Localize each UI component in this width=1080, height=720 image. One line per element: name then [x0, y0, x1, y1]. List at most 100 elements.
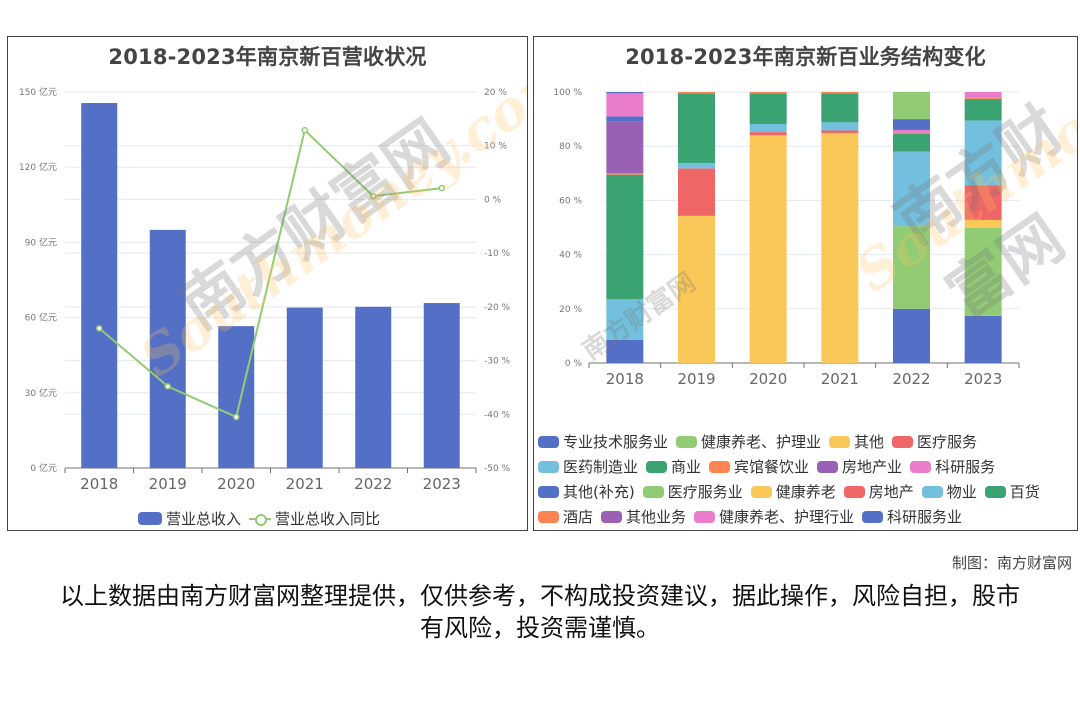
revenue-bar[interactable]	[81, 103, 118, 469]
legend-swatch-icon	[646, 460, 668, 473]
legend-item[interactable]: 物业	[921, 479, 977, 504]
y-axis-tick: 100 %	[553, 88, 582, 98]
left-axis-tick: 30 亿元	[25, 387, 57, 399]
legend-item[interactable]: 房地产业	[817, 454, 902, 479]
right-axis-tick: -10 %	[484, 249, 511, 259]
stack-segment[interactable]	[964, 185, 1002, 220]
legend-item[interactable]: 其他	[829, 429, 884, 454]
legend-label: 专业技术服务业	[563, 433, 669, 451]
stack-segment[interactable]	[893, 151, 930, 227]
stack-segment[interactable]	[893, 226, 930, 309]
stack-segment[interactable]	[606, 121, 644, 174]
stack-segment[interactable]	[964, 92, 1002, 98]
revenue-bar[interactable]	[355, 306, 392, 468]
stack-segment[interactable]	[749, 123, 787, 133]
revenue-bar[interactable]	[423, 303, 460, 468]
stack-segment[interactable]	[606, 173, 644, 175]
legend-swatch-icon	[694, 510, 716, 523]
legend-item[interactable]: 专业技术服务业	[538, 429, 668, 454]
stack-segment[interactable]	[964, 315, 1002, 363]
revenue-bar[interactable]	[149, 229, 186, 468]
stack-segment[interactable]	[964, 98, 1002, 121]
stack-segment[interactable]	[893, 92, 930, 120]
stack-segment[interactable]	[964, 227, 1002, 316]
revenue-bar[interactable]	[286, 307, 323, 468]
x-axis-label: 2023	[964, 370, 1002, 388]
yoy-point[interactable]	[438, 184, 445, 192]
right-axis-tick: -30 %	[484, 357, 511, 367]
legend-item-revenue-yoy[interactable]: 营业总收入同比	[249, 506, 381, 530]
stack-segment[interactable]	[893, 308, 930, 363]
stack-segment[interactable]	[749, 93, 787, 124]
legend-item[interactable]: 医疗服务业	[642, 479, 743, 504]
legend-label: 营业总收入同比	[275, 510, 381, 528]
stack-segment[interactable]	[893, 129, 930, 133]
stack-segment[interactable]	[821, 130, 859, 134]
stack-segment[interactable]	[749, 132, 787, 136]
stack-segment[interactable]	[678, 92, 715, 94]
stack-segment[interactable]	[606, 93, 644, 117]
stack-segment[interactable]	[678, 215, 715, 363]
legend-label: 科研服务业	[887, 508, 963, 526]
stack-segment[interactable]	[606, 339, 644, 363]
legend-swatch-icon	[829, 435, 851, 448]
stack-segment[interactable]	[893, 132, 930, 135]
legend-label: 其他业务	[626, 508, 687, 526]
yoy-point[interactable]	[301, 126, 308, 134]
stack-segment[interactable]	[749, 135, 787, 363]
business-structure-chart-title: 2018-2023年南京新百业务结构变化	[625, 45, 986, 69]
stack-segment[interactable]	[678, 163, 715, 169]
legend-item[interactable]: 其他(补充)	[538, 479, 635, 504]
yoy-point[interactable]	[233, 413, 240, 421]
stack-segment[interactable]	[821, 93, 859, 123]
stack-segment[interactable]	[821, 122, 859, 131]
stack-segment[interactable]	[964, 219, 1002, 228]
legend-swatch-icon	[538, 435, 559, 448]
x-axis-label: 2021	[286, 475, 324, 493]
yoy-point[interactable]	[370, 192, 377, 200]
y-axis-tick: 40 %	[559, 251, 582, 261]
stack-segment[interactable]	[678, 168, 715, 216]
x-axis-label: 2019	[149, 475, 187, 493]
legend-label: 其他	[854, 433, 885, 451]
stack-segment[interactable]	[893, 134, 930, 152]
legend-item[interactable]: 健康养老、护理行业	[694, 504, 854, 529]
legend-item[interactable]: 科研服务	[910, 454, 995, 479]
stack-segment[interactable]	[893, 119, 930, 130]
stack-segment[interactable]	[606, 299, 644, 340]
yoy-point[interactable]	[96, 325, 103, 332]
legend-swatch-icon	[910, 460, 932, 473]
legend-swatch-icon	[538, 460, 559, 473]
legend-item[interactable]: 医药制造业	[538, 454, 638, 479]
stack-segment[interactable]	[821, 92, 859, 94]
yoy-line[interactable]	[98, 128, 442, 419]
stack-segment[interactable]	[821, 133, 859, 363]
legend-item[interactable]: 房地产	[843, 479, 914, 504]
legend-item[interactable]: 医疗服务	[892, 429, 977, 454]
legend-label: 酒店	[563, 508, 594, 526]
stack-segment[interactable]	[606, 174, 644, 300]
yoy-point[interactable]	[164, 383, 171, 390]
legend-item[interactable]: 百货	[984, 479, 1040, 504]
left-axis-tick: 120 亿元	[19, 161, 57, 173]
stack-segment[interactable]	[749, 92, 787, 94]
stack-segment[interactable]	[606, 116, 644, 122]
legend-item[interactable]: 其他业务	[601, 504, 686, 529]
legend-item[interactable]: 健康养老	[750, 479, 836, 504]
legend-item[interactable]: 科研服务业	[862, 504, 962, 529]
legend-item[interactable]: 健康养老、护理业	[676, 429, 821, 454]
y-axis-tick: 20 %	[559, 305, 582, 315]
legend-swatch-icon	[676, 435, 698, 448]
disclaimer-text: 以上数据由南方财富网整理提供，仅供参考，不构成投资建议，据此操作，风险自担，股市…	[60, 582, 1020, 642]
legend-item[interactable]: 酒店	[538, 504, 593, 529]
stack-segment[interactable]	[606, 92, 644, 94]
revenue-bar[interactable]	[218, 326, 255, 468]
stack-segment[interactable]	[964, 97, 1002, 99]
stack-segment[interactable]	[964, 120, 1002, 186]
legend-item[interactable]: 宾馆餐饮业	[709, 454, 809, 479]
stack-segment[interactable]	[678, 93, 715, 164]
legend-item-revenue[interactable]: 营业总收入	[138, 506, 241, 530]
x-axis-label: 2023	[423, 475, 461, 493]
legend-item[interactable]: 商业	[646, 454, 701, 479]
legend-swatch-icon	[862, 510, 884, 523]
